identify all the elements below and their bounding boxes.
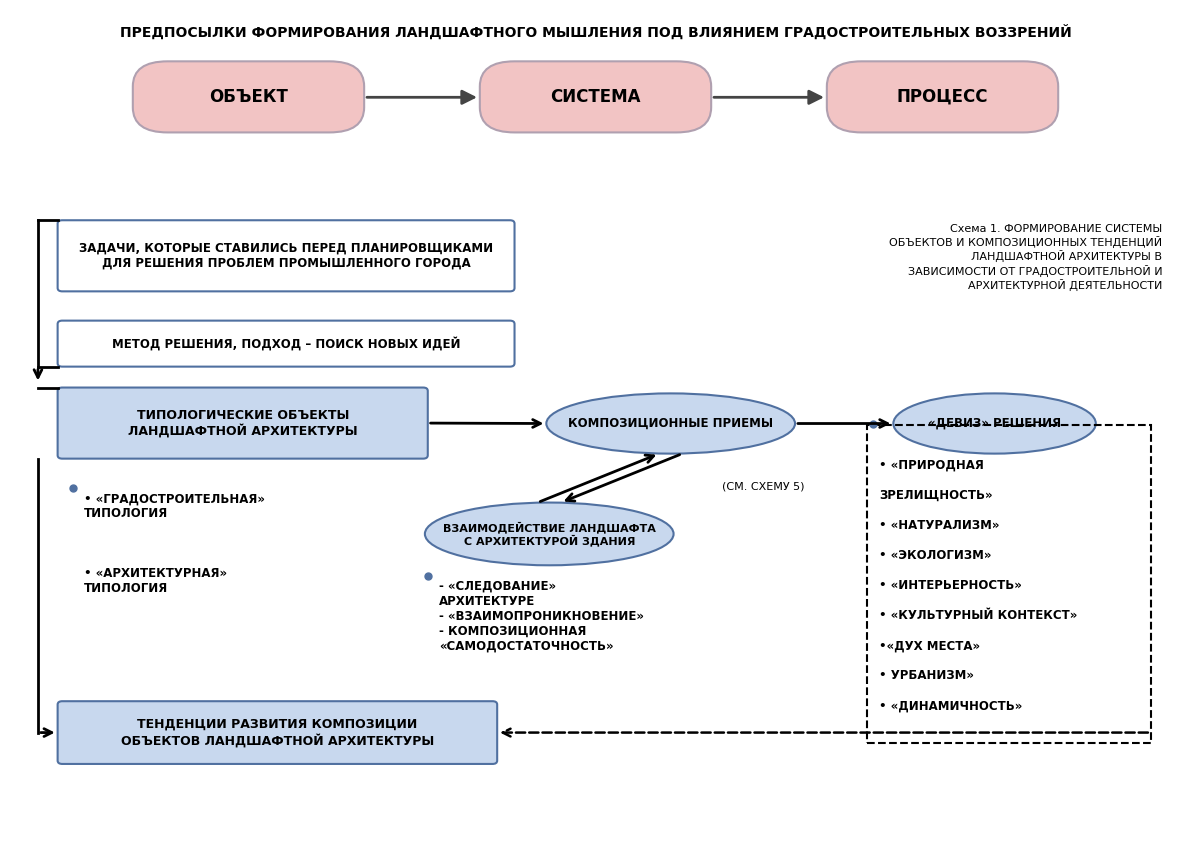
Text: Схема 1. ФОРМИРОВАНИЕ СИСТЕМЫ
ОБЪЕКТОВ И КОМПОЗИЦИОННЫХ ТЕНДЕНЦИЙ
ЛАНДШАФТНОЙ АР: Схема 1. ФОРМИРОВАНИЕ СИСТЕМЫ ОБЪЕКТОВ И… (890, 225, 1162, 290)
Text: • «ИНТЕРЬЕРНОСТЬ»: • «ИНТЕРЬЕРНОСТЬ» (879, 579, 1022, 592)
Text: ТЕНДЕНЦИИ РАЗВИТИЯ КОМПОЗИЦИИ
ОБЪЕКТОВ ЛАНДШАФТНОЙ АРХИТЕКТУРЫ: ТЕНДЕНЦИИ РАЗВИТИЯ КОМПОЗИЦИИ ОБЪЕКТОВ Л… (120, 718, 434, 747)
Text: ЗАДАЧИ, КОТОРЫЕ СТАВИЛИСЬ ПЕРЕД ПЛАНИРОВЩИКАМИ
ДЛЯ РЕШЕНИЯ ПРОБЛЕМ ПРОМЫШЛЕННОГО: ЗАДАЧИ, КОТОРЫЕ СТАВИЛИСЬ ПЕРЕД ПЛАНИРОВ… (79, 242, 493, 269)
Ellipse shape (547, 393, 796, 454)
Text: •«ДУХ МЕСТА»: •«ДУХ МЕСТА» (879, 639, 980, 653)
Text: СИСТЕМА: СИСТЕМА (550, 88, 641, 106)
Text: КОМПОЗИЦИОННЫЕ ПРИЕМЫ: КОМПОЗИЦИОННЫЕ ПРИЕМЫ (568, 417, 773, 430)
Text: ПРОЦЕСС: ПРОЦЕСС (897, 88, 989, 106)
Text: - «СЛЕДОВАНИЕ»
АРХИТЕКТУРЕ
- «ВЗАИМОПРОНИКНОВЕНИЕ»
- КОМПОЗИЦИОННАЯ
«САМОДОСТАТО: - «СЛЕДОВАНИЕ» АРХИТЕКТУРЕ - «ВЗАИМОПРОН… (439, 580, 644, 653)
Ellipse shape (893, 393, 1096, 454)
FancyBboxPatch shape (57, 221, 515, 291)
Text: «ДЕВИЗ» РЕШЕНИЯ: «ДЕВИЗ» РЕШЕНИЯ (928, 417, 1061, 430)
FancyBboxPatch shape (57, 701, 497, 764)
Text: • «ДИНАМИЧНОСТЬ»: • «ДИНАМИЧНОСТЬ» (879, 700, 1022, 712)
FancyBboxPatch shape (57, 321, 515, 366)
Text: МЕТОД РЕШЕНИЯ, ПОДХОД – ПОИСК НОВЫХ ИДЕЙ: МЕТОД РЕШЕНИЯ, ПОДХОД – ПОИСК НОВЫХ ИДЕЙ (112, 337, 461, 350)
FancyBboxPatch shape (133, 61, 364, 132)
Text: • «ПРИРОДНАЯ: • «ПРИРОДНАЯ (879, 459, 984, 472)
Text: • «ГРАДОСТРОИТЕЛЬНАЯ»
ТИПОЛОГИЯ: • «ГРАДОСТРОИТЕЛЬНАЯ» ТИПОЛОГИЯ (85, 492, 266, 520)
Text: ОБЪЕКТ: ОБЪЕКТ (210, 88, 288, 106)
Text: (СМ. СХЕМУ 5): (СМ. СХЕМУ 5) (722, 482, 804, 491)
Text: ПРЕДПОСЫЛКИ ФОРМИРОВАНИЯ ЛАНДШАФТНОГО МЫШЛЕНИЯ ПОД ВЛИЯНИЕМ ГРАДОСТРОИТЕЛЬНЫХ ВО: ПРЕДПОСЫЛКИ ФОРМИРОВАНИЯ ЛАНДШАФТНОГО МЫ… (119, 24, 1072, 40)
Text: • «ЭКОЛОГИЗМ»: • «ЭКОЛОГИЗМ» (879, 549, 991, 562)
Text: ТИПОЛОГИЧЕСКИЕ ОБЪЕКТЫ
ЛАНДШАФТНОЙ АРХИТЕКТУРЫ: ТИПОЛОГИЧЕСКИЕ ОБЪЕКТЫ ЛАНДШАФТНОЙ АРХИТ… (127, 408, 357, 438)
Text: • «НАТУРАЛИЗМ»: • «НАТУРАЛИЗМ» (879, 519, 999, 532)
FancyBboxPatch shape (57, 387, 428, 459)
Text: • «АРХИТЕКТУРНАЯ»
ТИПОЛОГИЯ: • «АРХИТЕКТУРНАЯ» ТИПОЛОГИЯ (85, 568, 227, 595)
FancyBboxPatch shape (480, 61, 711, 132)
Text: ЗРЕЛИЩНОСТЬ»: ЗРЕЛИЩНОСТЬ» (879, 488, 992, 502)
Ellipse shape (425, 503, 674, 565)
Text: ВЗАИМОДЕЙСТВИЕ ЛАНДШАФТА
С АРХИТЕКТУРОЙ ЗДАНИЯ: ВЗАИМОДЕЙСТВИЕ ЛАНДШАФТА С АРХИТЕКТУРОЙ … (443, 521, 656, 546)
Text: • «КУЛЬТУРНЫЙ КОНТЕКСТ»: • «КУЛЬТУРНЫЙ КОНТЕКСТ» (879, 610, 1078, 622)
FancyBboxPatch shape (827, 61, 1058, 132)
Text: • УРБАНИЗМ»: • УРБАНИЗМ» (879, 669, 974, 682)
